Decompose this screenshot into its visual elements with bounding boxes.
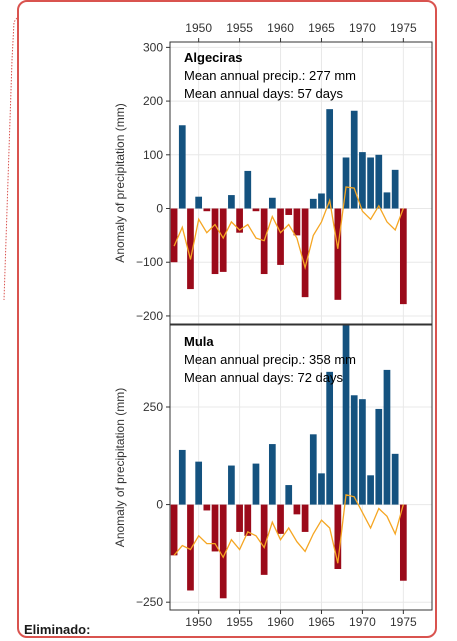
bar-positive xyxy=(318,193,325,209)
bar-negative xyxy=(334,208,342,300)
x-tick-label-bottom: 1950 xyxy=(185,615,212,629)
y-tick-label: 0 xyxy=(156,498,163,512)
y-tick-label: 250 xyxy=(143,400,163,414)
bar-negative xyxy=(334,504,342,570)
bar-positive xyxy=(228,465,235,505)
panel-annotation: Mean annual precip.: 358 mm xyxy=(184,352,356,367)
moving-average-line xyxy=(173,186,404,271)
moving-average-line xyxy=(173,493,404,564)
panel-annotation: Mean annual precip.: 277 mm xyxy=(184,68,356,83)
bar-negative xyxy=(244,504,252,536)
bar-negative xyxy=(277,504,284,534)
bar-negative xyxy=(203,504,211,511)
bar-negative xyxy=(170,504,178,556)
bar-negative xyxy=(187,208,194,290)
y-tick-label: 200 xyxy=(143,94,163,108)
bar-positive xyxy=(309,198,317,209)
x-tick-label-top: 1970 xyxy=(349,21,376,35)
bar-positive xyxy=(244,170,252,209)
panel-title: Algeciras xyxy=(184,50,243,65)
bar-positive xyxy=(252,463,260,505)
panel-annotation: Mean annual days: 72 days xyxy=(184,370,343,385)
bar-negative xyxy=(260,504,268,575)
bar-positive xyxy=(350,110,358,209)
x-tick-label-top: 1960 xyxy=(267,21,294,35)
panel-border xyxy=(169,41,433,325)
bar-positive xyxy=(195,196,203,209)
x-tick-label-bottom: 1970 xyxy=(349,615,376,629)
y-axis-label: Anomaly of precipitation (mm) xyxy=(113,103,127,262)
bar-negative xyxy=(277,208,284,265)
panel-title: Mula xyxy=(184,334,214,349)
x-tick-label-top: 1975 xyxy=(390,21,417,35)
bar-positive xyxy=(178,125,186,209)
bar-negative xyxy=(399,504,407,581)
bar-negative xyxy=(293,504,301,515)
bar-positive xyxy=(268,197,276,209)
bar-negative xyxy=(211,504,219,552)
bar-positive xyxy=(391,169,399,209)
bar-positive xyxy=(268,444,276,505)
bar-positive xyxy=(367,475,374,505)
y-tick-label: −200 xyxy=(136,309,163,323)
bar-positive xyxy=(391,453,399,505)
bar-positive xyxy=(342,325,350,505)
x-tick-label-top: 1955 xyxy=(226,21,253,35)
bar-negative xyxy=(219,504,227,599)
bar-negative xyxy=(203,208,211,212)
bar-negative xyxy=(236,504,243,532)
y-tick-label: −100 xyxy=(136,255,163,269)
bar-negative xyxy=(236,208,243,233)
bar-negative xyxy=(219,208,227,272)
bar-positive xyxy=(195,461,203,505)
bar-negative xyxy=(399,208,407,305)
bar-positive xyxy=(375,408,383,505)
x-tick-label-bottom: 1955 xyxy=(226,615,253,629)
bar-positive xyxy=(375,154,383,209)
bar-positive xyxy=(326,109,334,209)
panel-background xyxy=(170,42,432,324)
panel-mula: −250 0 250 Anomaly of precipitation (mm) Mul… xyxy=(113,324,433,611)
y-tick-label: −250 xyxy=(136,595,163,609)
deleted-label: Eliminado: xyxy=(24,622,91,637)
bar-positive xyxy=(318,473,325,505)
bar-positive xyxy=(309,434,317,505)
y-tick-label: 100 xyxy=(143,148,163,162)
bar-positive xyxy=(359,152,366,209)
bar-negative xyxy=(285,208,293,215)
comment-frame xyxy=(17,0,437,638)
bar-negative xyxy=(301,504,309,532)
bar-positive xyxy=(383,192,391,209)
bar-positive xyxy=(342,157,350,209)
bar-positive xyxy=(178,449,186,505)
bar-negative xyxy=(293,208,301,236)
x-tick-label-top: 1965 xyxy=(308,21,335,35)
x-tick-label-bottom: 1960 xyxy=(267,615,294,629)
bar-positive xyxy=(359,399,366,505)
y-tick-label: 300 xyxy=(143,40,163,54)
panel-border xyxy=(169,324,433,611)
panel-algeciras: −200 −100 0 100 200 300 Anomaly of precipitati… xyxy=(113,40,433,325)
bar-negative xyxy=(187,504,194,591)
x-tick-label-bottom: 1965 xyxy=(308,615,335,629)
connector-line xyxy=(3,17,18,301)
bar-positive xyxy=(285,485,293,505)
bar-positive xyxy=(350,395,358,505)
bar-negative xyxy=(252,208,260,212)
panel-annotation: Mean annual days: 57 days xyxy=(184,86,343,101)
bar-positive xyxy=(367,157,374,209)
y-tick-label: 0 xyxy=(156,202,163,216)
bar-negative xyxy=(170,208,178,263)
bar-negative xyxy=(211,208,219,275)
bar-positive xyxy=(228,195,235,209)
bar-positive xyxy=(383,369,391,505)
bar-positive xyxy=(326,371,334,505)
x-tick-label-bottom: 1975 xyxy=(390,615,417,629)
y-axis-label: Anomaly of precipitation (mm) xyxy=(113,388,127,547)
bar-negative xyxy=(301,208,309,298)
x-tick-label-top: 1950 xyxy=(185,21,212,35)
